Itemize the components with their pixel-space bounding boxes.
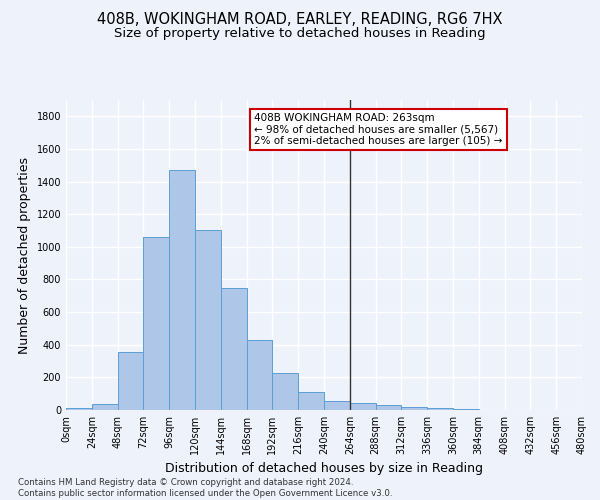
Text: 408B WOKINGHAM ROAD: 263sqm
← 98% of detached houses are smaller (5,567)
2% of s: 408B WOKINGHAM ROAD: 263sqm ← 98% of det… xyxy=(254,113,503,146)
Bar xyxy=(324,401,350,410)
Bar xyxy=(118,352,143,410)
Bar xyxy=(92,404,118,410)
X-axis label: Distribution of detached houses by size in Reading: Distribution of detached houses by size … xyxy=(165,462,483,475)
Text: Size of property relative to detached houses in Reading: Size of property relative to detached ho… xyxy=(114,28,486,40)
Bar xyxy=(427,408,453,410)
Bar xyxy=(453,409,479,410)
Bar xyxy=(401,406,427,410)
Text: Contains HM Land Registry data © Crown copyright and database right 2024.
Contai: Contains HM Land Registry data © Crown c… xyxy=(18,478,392,498)
Bar xyxy=(143,237,169,410)
Bar xyxy=(298,392,324,410)
Bar xyxy=(221,288,247,410)
Text: 408B, WOKINGHAM ROAD, EARLEY, READING, RG6 7HX: 408B, WOKINGHAM ROAD, EARLEY, READING, R… xyxy=(97,12,503,28)
Bar xyxy=(376,405,401,410)
Bar xyxy=(169,170,195,410)
Bar xyxy=(272,374,298,410)
Bar xyxy=(66,408,92,410)
Bar xyxy=(247,340,272,410)
Y-axis label: Number of detached properties: Number of detached properties xyxy=(18,156,31,354)
Bar xyxy=(195,230,221,410)
Bar xyxy=(350,402,376,410)
